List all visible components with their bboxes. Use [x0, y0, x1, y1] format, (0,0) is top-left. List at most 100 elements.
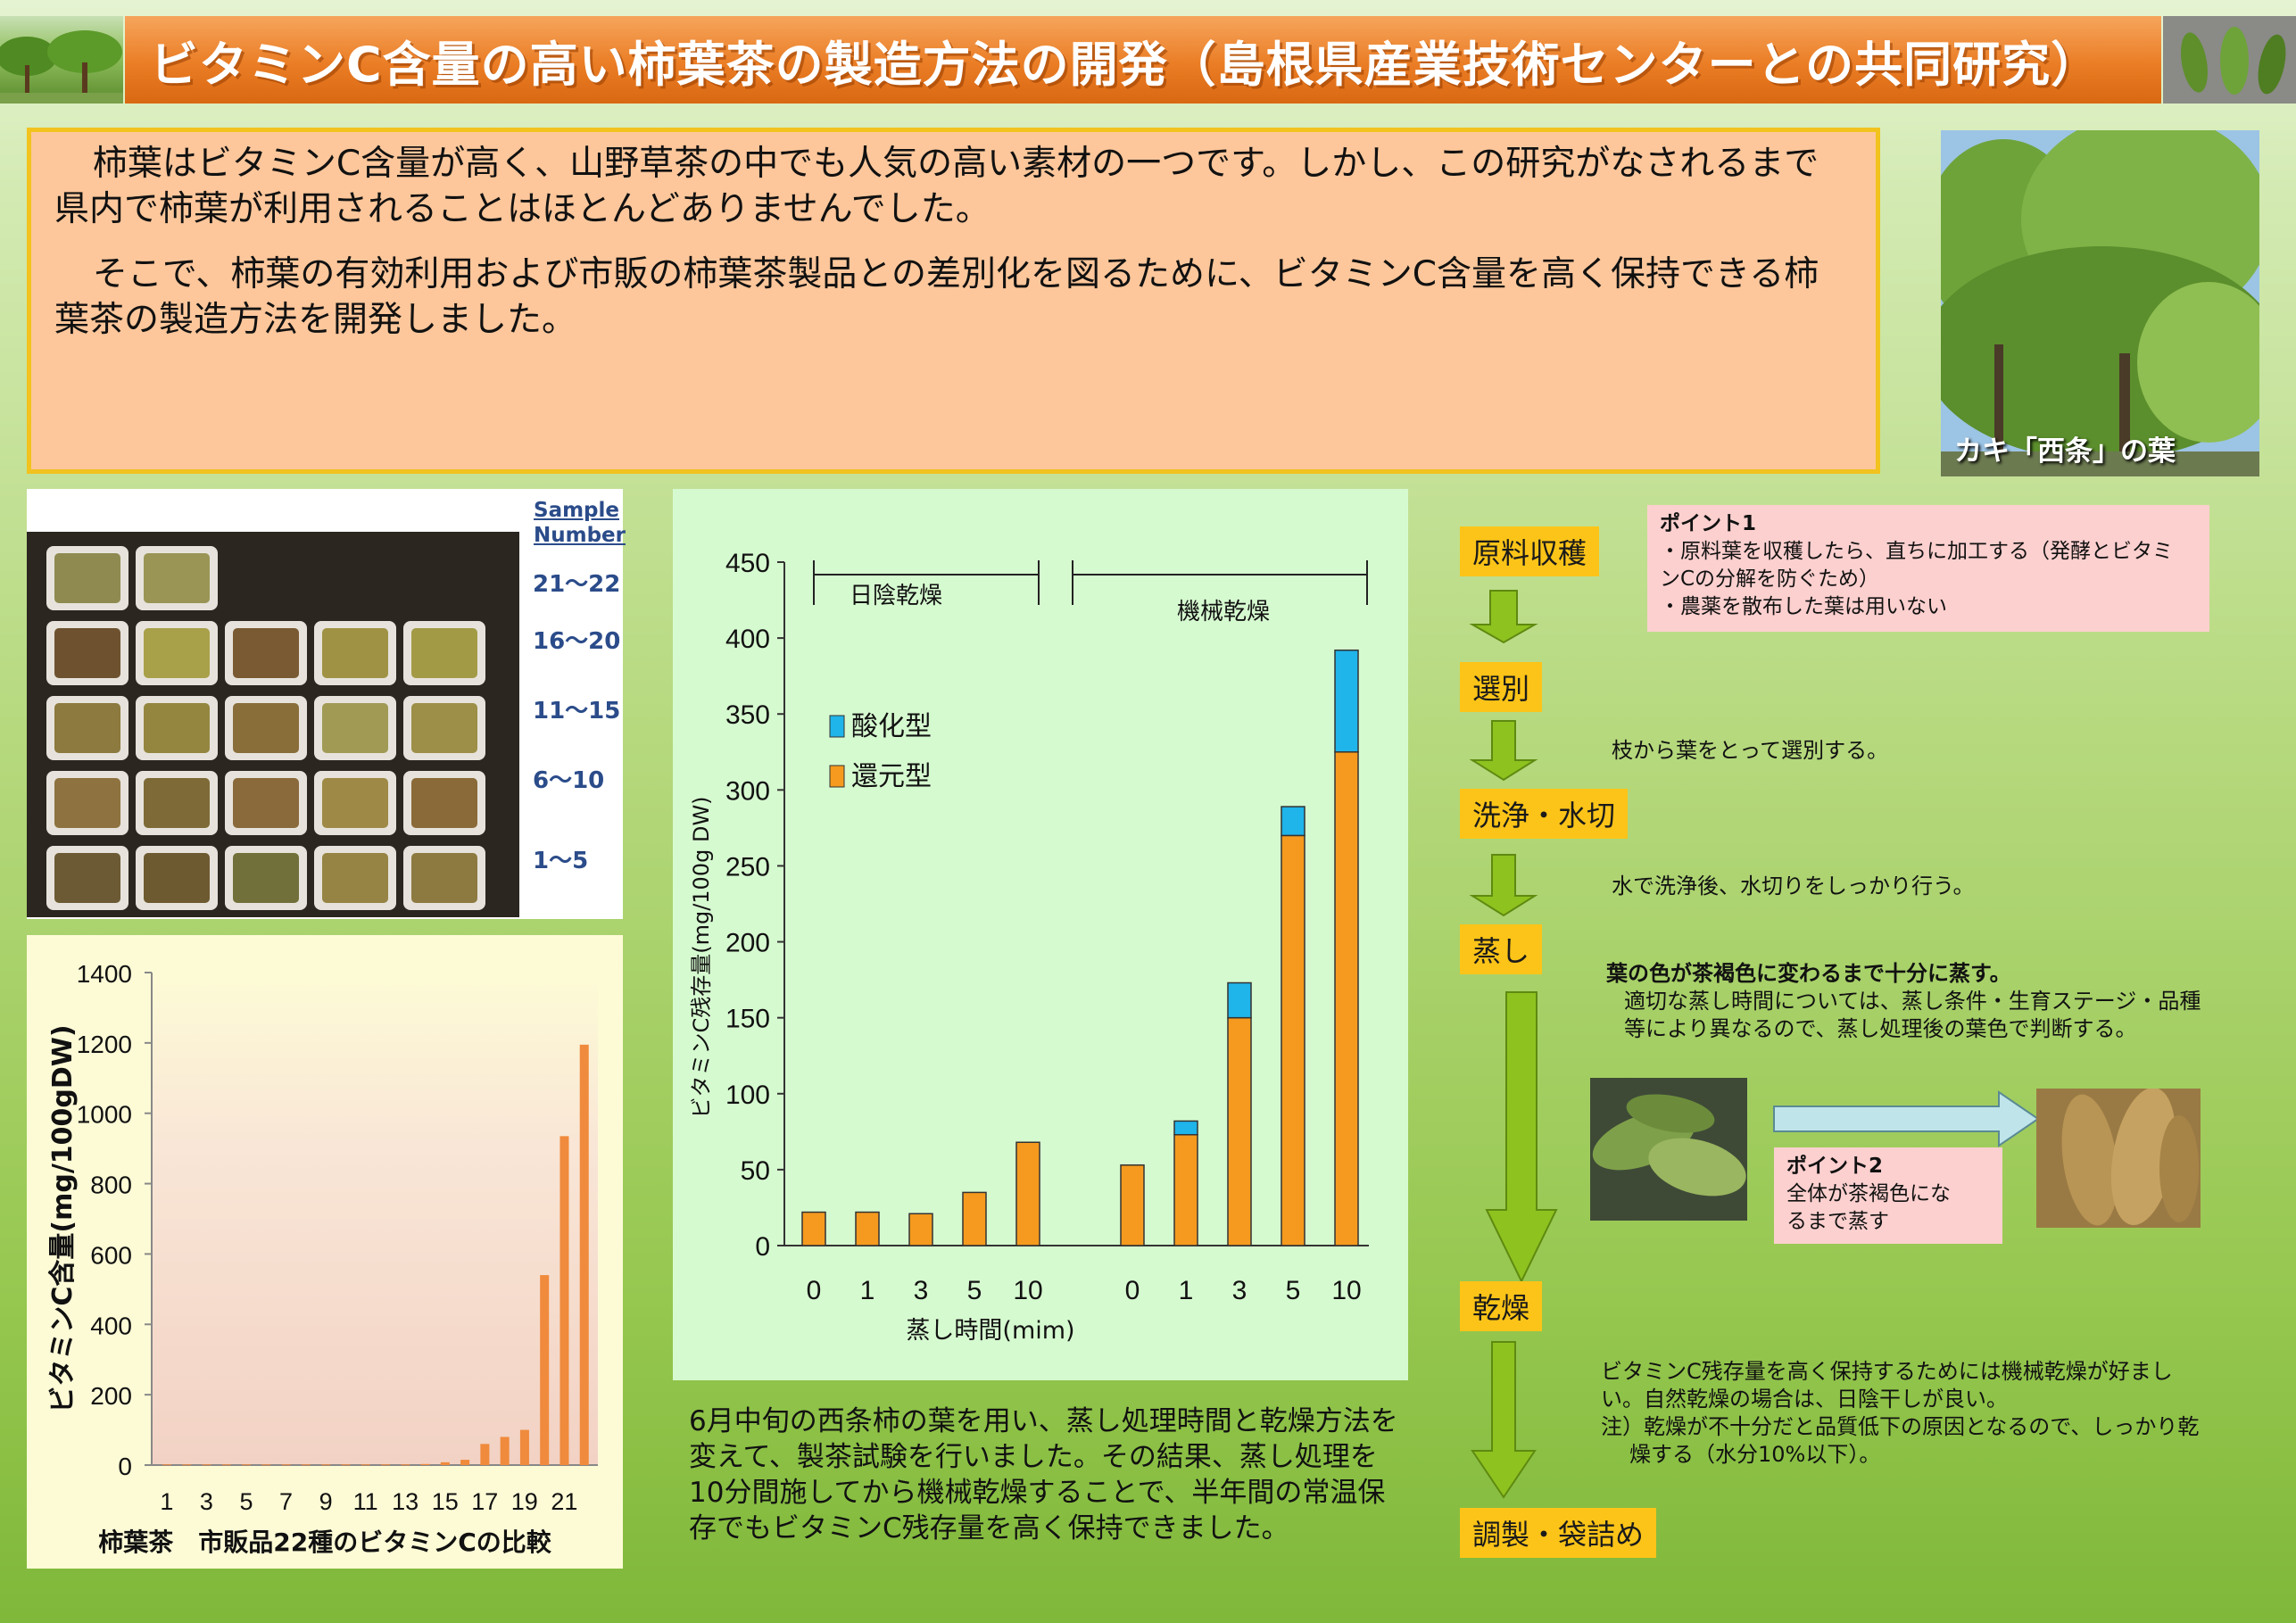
bar: [519, 1429, 529, 1465]
bar: [341, 1464, 351, 1466]
bar: [420, 1463, 430, 1465]
bar: [301, 1464, 311, 1466]
bar: [182, 1464, 192, 1466]
legend-label: 還元型: [851, 761, 932, 792]
x-tick-label: 1: [860, 1276, 875, 1305]
steamed-leaves-before-photo: [1590, 1078, 1747, 1221]
point2-box: ポイント2 全体が茶褐色にな るまで蒸す: [1774, 1147, 2002, 1244]
bar: [579, 1044, 589, 1465]
bar-oxidized: [1281, 806, 1305, 837]
x-tick-label: 0: [1125, 1276, 1140, 1305]
bar: [381, 1464, 391, 1466]
bar: [162, 1464, 172, 1466]
bar-reduced: [1120, 1164, 1145, 1246]
bar: [202, 1464, 211, 1466]
plot-area: [152, 973, 598, 1465]
bar: [480, 1444, 490, 1465]
chart-title: 柿葉茶 市販品22種のビタミンCの比較: [98, 1528, 552, 1557]
y-tick-label: 400: [725, 625, 770, 654]
bar-reduced: [908, 1213, 933, 1246]
bar: [500, 1437, 510, 1465]
bar: [221, 1464, 231, 1466]
steaming-time-chart-panel: 0 50 100 150 200 250 300 350 400 450 0 1 3 5 10 0 1 3 5 10 日…: [673, 489, 1408, 1380]
sample-range-label: 6～10: [533, 767, 605, 794]
group-label: 機械乾燥: [1177, 599, 1270, 625]
bar-reduced: [855, 1211, 880, 1246]
x-tick-label: 10: [1331, 1276, 1361, 1305]
sample-range-label: 1～5: [533, 848, 589, 874]
x-tick-label: 5: [239, 1488, 253, 1515]
y-tick-label: 100: [725, 1081, 770, 1110]
brown-leaves-icon: [2036, 1089, 2201, 1228]
bar-reduced: [1173, 1133, 1198, 1246]
x-tick-label: 10: [1013, 1276, 1042, 1305]
y-tick-label: 350: [725, 700, 770, 730]
samples-panel: Sample Number 21～22 16～20 11～15 6～10 1～5: [27, 489, 626, 919]
x-tick-label: 13: [392, 1488, 419, 1515]
x-tick-label: 5: [967, 1276, 982, 1305]
y-tick-label: 800: [90, 1172, 132, 1199]
sample-range-label: 16～20: [533, 628, 621, 655]
note-sorting: 枝から葉をとって選別する。: [1612, 738, 1889, 763]
kaki-leaf-photo: [1941, 130, 2259, 476]
bar-reduced: [1015, 1141, 1040, 1246]
group-label: 日陰乾燥: [850, 583, 942, 609]
bar: [440, 1462, 450, 1465]
down-arrow-icon: [1485, 991, 1558, 1284]
x-tick-label: 21: [551, 1488, 577, 1515]
persimmon-tree-icon: [1941, 130, 2259, 476]
x-tick-label: 0: [807, 1276, 822, 1305]
page-title: ビタミンC含量の高い柿葉茶の製造方法の開発（島根県産業技術センターとの共同研究）: [150, 36, 2101, 93]
down-arrow-icon: [1469, 854, 1538, 917]
x-tick-label: 3: [200, 1488, 213, 1515]
y-tick-label: 600: [90, 1241, 132, 1269]
bar-reduced: [801, 1211, 826, 1246]
bar: [401, 1464, 410, 1466]
leaves-icon: [2181, 27, 2286, 95]
result-text: 6月中旬の西条柿の葉を用い、蒸し処理時間と乾燥方法を変えて、製茶試験を行いました…: [689, 1405, 1398, 1544]
bar-reduced: [1227, 1016, 1252, 1246]
y-axis-label: ビタミンC残存量(mg/100g DW): [689, 796, 714, 1118]
note-drying: ビタミンC残存量を高く保持するためには機械乾燥が好まし い。自然乾燥の場合は、日…: [1601, 1359, 2200, 1467]
x-tick-label: 3: [1232, 1276, 1247, 1305]
x-tick-label: 19: [511, 1488, 538, 1515]
bar: [559, 1136, 569, 1465]
intro-paragraph-2: そこで、柿葉の有効利用および市販の柿葉茶製品との差別化を図るために、ビタミンC含…: [54, 254, 1819, 340]
bar: [281, 1464, 291, 1466]
bar: [460, 1460, 470, 1465]
step-harvest: 原料収穫: [1460, 526, 1600, 576]
sample-range-label: 11～15: [533, 698, 621, 725]
point1-box: ポイント1 ・原料葉を収穫したら、直ちに加工する（発酵とビタミ ンCの分解を防ぐ…: [1647, 505, 2209, 632]
x-tick-label: 1: [1179, 1276, 1194, 1305]
steamed-leaves-after-photo: [2036, 1089, 2201, 1228]
x-tick-label: 9: [319, 1488, 333, 1515]
x-tick-label: 17: [471, 1488, 498, 1515]
y-tick-label: 0: [755, 1232, 770, 1262]
intro-box: 柿葉はビタミンC含量が高く、山野草茶の中でも人気の高い素材の一つです。しかし、こ…: [27, 128, 1880, 474]
bar-reduced: [1334, 751, 1359, 1246]
bar-oxidized: [1173, 1120, 1198, 1136]
orchard-icon: [0, 30, 123, 104]
y-tick-label: 50: [741, 1156, 770, 1186]
leaves-photo: [2163, 16, 2296, 104]
y-tick-label: 450: [725, 549, 770, 578]
title-bar: ビタミンC含量の高い柿葉茶の製造方法の開発（島根県産業技術センターとの共同研究）: [125, 16, 2161, 104]
process-arrows: [1469, 590, 2040, 1499]
sample-number-header: Sample Number: [534, 499, 626, 547]
y-tick-label: 0: [118, 1453, 132, 1480]
x-axis-label: 蒸し時間(mim): [906, 1317, 1074, 1345]
bar-oxidized: [1334, 649, 1359, 753]
bar: [242, 1464, 252, 1466]
intro-paragraph-1: 柿葉はビタミンC含量が高く、山野草茶の中でも人気の高い素材の一つです。しかし、こ…: [54, 144, 1819, 229]
down-arrow-icon: [1469, 720, 1538, 782]
step-drying: 乾燥: [1460, 1281, 1543, 1331]
x-tick-label: 3: [914, 1276, 929, 1305]
step-steaming: 蒸し: [1460, 924, 1543, 974]
x-tick-label: 7: [279, 1488, 293, 1515]
y-tick-label: 200: [725, 929, 770, 958]
right-arrow-icon: [1773, 1090, 2040, 1147]
kaki-photo-caption: カキ「西条」の葉: [1954, 435, 2176, 468]
y-tick-label: 150: [725, 1005, 770, 1034]
